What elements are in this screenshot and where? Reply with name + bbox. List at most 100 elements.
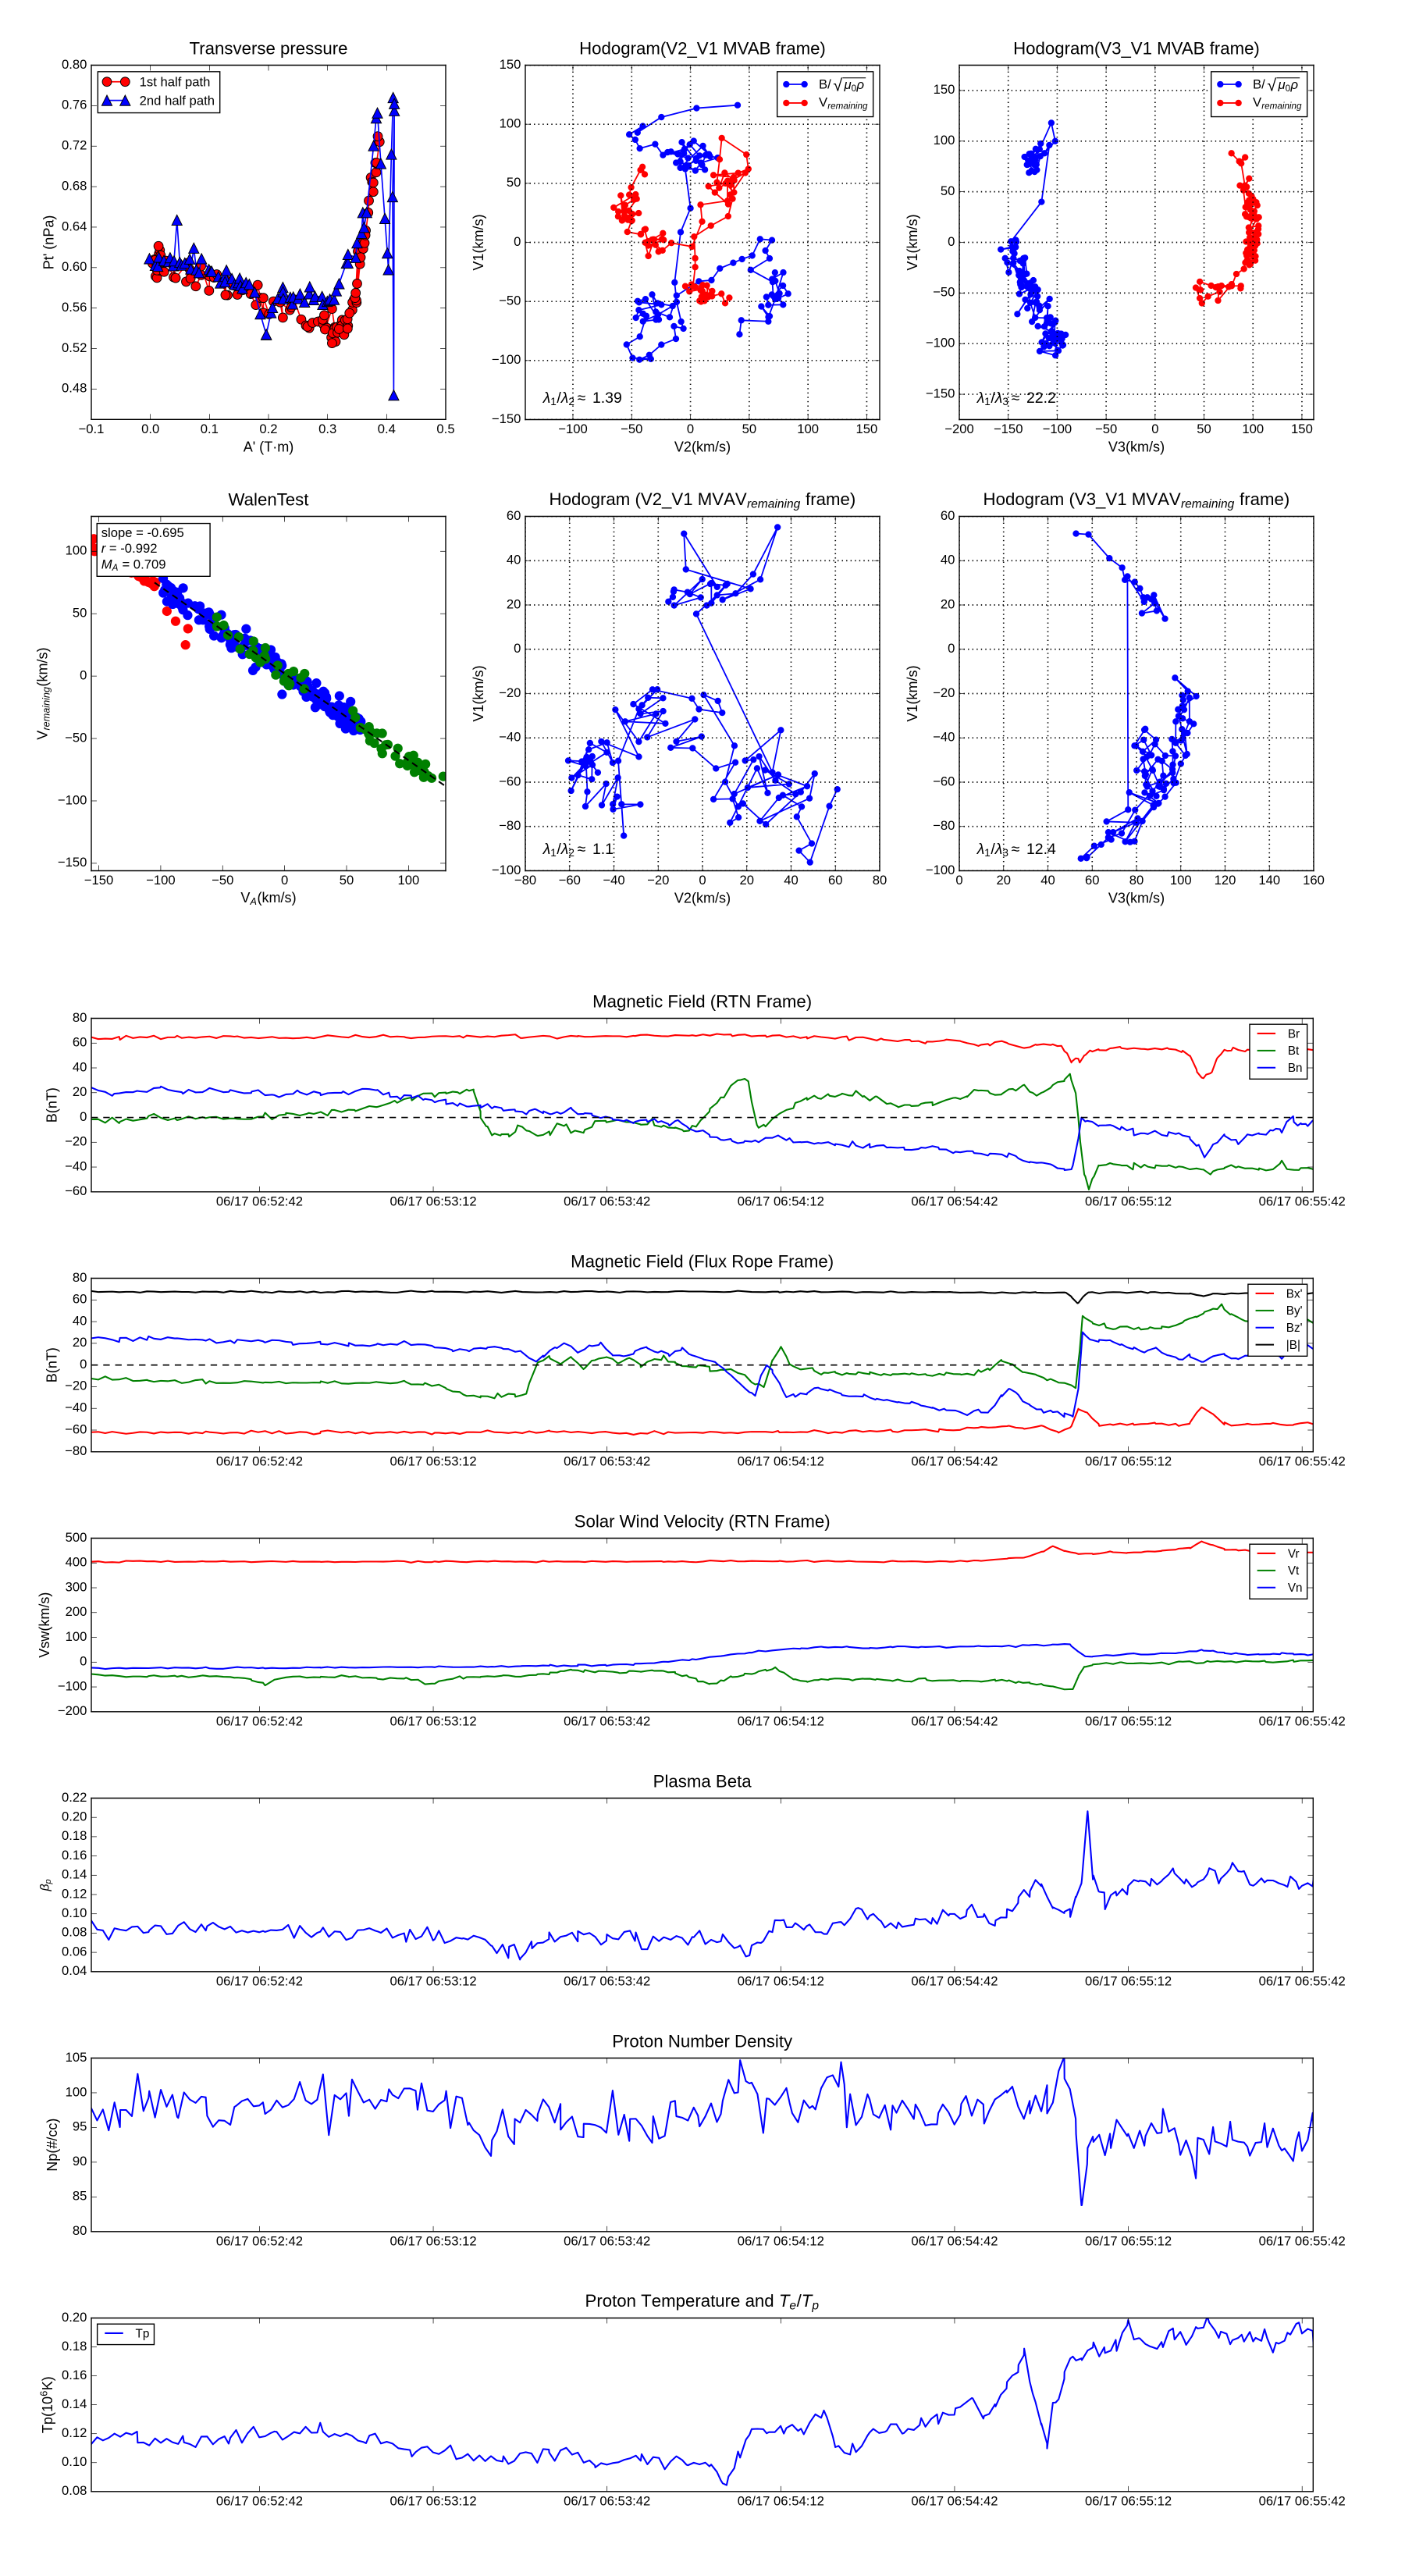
svg-text:06/17 06:55:42: 06/17 06:55:42: [1259, 2493, 1346, 2508]
svg-text:06/17 06:52:42: 06/17 06:52:42: [216, 1194, 303, 1208]
svg-text:Magnetic Field (Flux Rope Fram: Magnetic Field (Flux Rope Frame): [571, 1252, 834, 1272]
svg-text:−100: −100: [58, 1678, 87, 1693]
svg-text:−80: −80: [933, 818, 955, 833]
svg-text:400: 400: [66, 1555, 87, 1570]
svg-text:0.12: 0.12: [62, 2425, 87, 2440]
svg-text:r =: r = - 0 . 9 9 2: [101, 537, 158, 557]
svg-text:V r e m: V r e m a i n i n g: [819, 91, 868, 113]
svg-text:V1(km/s): V1(km/s): [905, 214, 920, 270]
svg-text:80: 80: [73, 2223, 87, 2238]
svg-text:0.10: 0.10: [62, 1905, 87, 1920]
svg-text:B(nT): B(nT): [44, 1087, 59, 1123]
svg-text:06/17 06:55:12: 06/17 06:55:12: [1085, 1194, 1172, 1208]
svg-text:06/17 06:55:42: 06/17 06:55:42: [1259, 1453, 1346, 1468]
svg-text:−150: −150: [58, 855, 87, 870]
svg-text:06/17 06:52:42: 06/17 06:52:42: [216, 1453, 303, 1468]
svg-text:−50: −50: [933, 285, 955, 300]
svg-text:150: 150: [934, 82, 955, 97]
svg-text:06/17 06:54:42: 06/17 06:54:42: [911, 1194, 998, 1208]
svg-text:50: 50: [340, 873, 354, 888]
svg-text:λ λ 1 2: λ λ 1 2 / ≈ 1 . 1: [542, 838, 614, 860]
svg-text:Vsw(km/s): Vsw(km/s): [37, 1592, 52, 1658]
svg-text:−20: −20: [933, 685, 955, 700]
svg-text:100: 100: [66, 543, 87, 558]
svg-text:Plasma Beta: Plasma Beta: [653, 1772, 752, 1791]
svg-text:06/17 06:55:42: 06/17 06:55:42: [1259, 1194, 1346, 1208]
svg-text:06/17 06:53:12: 06/17 06:53:12: [389, 1713, 476, 1728]
svg-text:−100: −100: [926, 863, 955, 877]
svg-text:−100: −100: [492, 352, 521, 367]
svg-text:0.16: 0.16: [62, 2368, 87, 2382]
svg-text:By': By': [1286, 1304, 1303, 1318]
svg-text:100: 100: [1170, 873, 1192, 888]
svg-text:06/17 06:53:42: 06/17 06:53:42: [564, 2493, 650, 2508]
svg-text:80: 80: [73, 1270, 87, 1285]
svg-text:Bz': Bz': [1286, 1322, 1303, 1335]
svg-text:06/17 06:54:12: 06/17 06:54:12: [738, 2493, 824, 2508]
svg-text:105: 105: [66, 2050, 87, 2065]
svg-text:−20: −20: [65, 1134, 87, 1149]
svg-text:0.18: 0.18: [62, 1828, 87, 1843]
svg-text:0.18: 0.18: [62, 2339, 87, 2354]
svg-text:06/17 06:55:42: 06/17 06:55:42: [1259, 2233, 1346, 2248]
svg-text:20: 20: [739, 873, 754, 888]
svg-text:06/17 06:55:42: 06/17 06:55:42: [1259, 1713, 1346, 1728]
svg-text:06/17 06:53:12: 06/17 06:53:12: [389, 1453, 476, 1468]
svg-text:40: 40: [784, 873, 799, 888]
svg-text:06/17 06:55:42: 06/17 06:55:42: [1259, 1973, 1346, 1988]
svg-text:100: 100: [397, 873, 419, 888]
svg-text:06/17 06:54:42: 06/17 06:54:42: [911, 1713, 998, 1728]
svg-text:Np(#/cc): Np(#/cc): [44, 2119, 60, 2172]
svg-text:Vt: Vt: [1288, 1564, 1300, 1578]
svg-text:100: 100: [1242, 422, 1264, 436]
svg-text:M A =: M A = 0 . 7 0 9: [101, 553, 166, 575]
svg-text:WalenTest: WalenTest: [229, 490, 310, 510]
svg-text:0.04: 0.04: [62, 1963, 87, 1978]
svg-text:V1(km/s): V1(km/s): [905, 665, 920, 721]
svg-text:Bt: Bt: [1288, 1044, 1300, 1058]
svg-text:V2(km/s): V2(km/s): [674, 891, 731, 906]
svg-text:0.08: 0.08: [62, 2483, 87, 2498]
svg-text:06/17 06:53:42: 06/17 06:53:42: [564, 1973, 650, 1988]
svg-text:06/17 06:54:42: 06/17 06:54:42: [911, 2233, 998, 2248]
svg-text:Vr: Vr: [1288, 1547, 1300, 1560]
svg-text:−50: −50: [499, 293, 521, 308]
svg-text:60: 60: [73, 1035, 87, 1050]
svg-text:0.20: 0.20: [62, 2310, 87, 2325]
svg-text:λ λ 1 2: λ λ 1 2 / ≈ 1 . 3 9: [542, 387, 622, 409]
svg-text:−20: −20: [499, 685, 521, 700]
svg-text:85: 85: [73, 2189, 87, 2204]
svg-text:−200: −200: [944, 422, 974, 436]
svg-text:0.72: 0.72: [62, 138, 87, 153]
svg-text:06/17 06:53:12: 06/17 06:53:12: [389, 1973, 476, 1988]
svg-text:0.76: 0.76: [62, 98, 87, 112]
svg-text:−60: −60: [65, 1183, 87, 1198]
svg-text:0: 0: [1151, 422, 1158, 436]
svg-text:0.14: 0.14: [62, 1867, 87, 1882]
svg-text:λ λ 1 3: λ λ 1 3 / ≈ 1 2 . 4: [976, 838, 1056, 860]
svg-text:06/17 06:53:42: 06/17 06:53:42: [564, 1713, 650, 1728]
svg-text:20: 20: [996, 873, 1011, 888]
svg-text:140: 140: [1258, 873, 1280, 888]
svg-text:50: 50: [941, 183, 955, 198]
svg-text:20: 20: [507, 596, 521, 611]
svg-text:B(nT): B(nT): [44, 1347, 59, 1382]
svg-text:B / √ μ: B / √ μ ρ 0: [1253, 73, 1303, 95]
svg-text:100: 100: [66, 1629, 87, 1644]
svg-text:−60: −60: [65, 1421, 87, 1436]
svg-text:0.0: 0.0: [141, 422, 159, 436]
svg-text:160: 160: [1303, 873, 1325, 888]
svg-text:0.56: 0.56: [62, 300, 87, 315]
svg-text:80: 80: [73, 1010, 87, 1025]
svg-text:−50: −50: [212, 873, 233, 888]
svg-text:B / √ μ: B / √ μ ρ 0: [819, 73, 869, 95]
svg-text:Proton Number Density: Proton Number Density: [612, 2032, 793, 2051]
svg-text:0.08: 0.08: [62, 1925, 87, 1940]
svg-text:06/17 06:53:12: 06/17 06:53:12: [389, 1194, 476, 1208]
svg-text:Br: Br: [1288, 1027, 1300, 1041]
svg-text:−150: −150: [492, 411, 521, 426]
svg-text:80: 80: [1129, 873, 1144, 888]
svg-text:Hodogram(V3_V1 MVAB frame): Hodogram(V3_V1 MVAB frame): [1013, 39, 1260, 59]
svg-text:−60: −60: [499, 774, 521, 788]
svg-text:−60: −60: [933, 774, 955, 788]
